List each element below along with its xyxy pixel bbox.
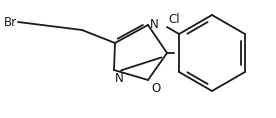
Text: O: O — [151, 82, 160, 95]
Text: N: N — [115, 72, 124, 85]
Text: N: N — [150, 17, 159, 30]
Text: Cl: Cl — [168, 13, 180, 26]
Text: Br: Br — [4, 15, 17, 29]
